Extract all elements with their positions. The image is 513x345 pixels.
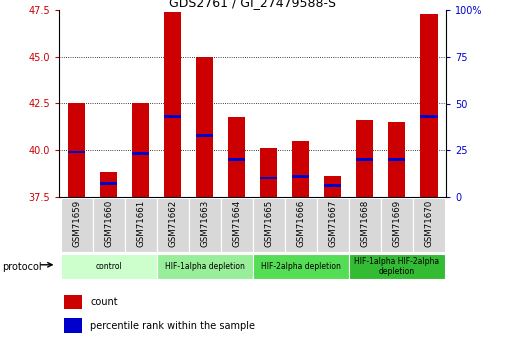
Text: HIF-2alpha depletion: HIF-2alpha depletion [261,262,341,271]
Text: protocol: protocol [3,263,42,272]
Text: GSM71663: GSM71663 [200,200,209,247]
Bar [324,184,342,187]
Text: count: count [90,297,118,307]
Bar [125,198,156,252]
Bar [292,141,309,197]
Bar [196,134,213,137]
Text: GSM71661: GSM71661 [136,200,145,247]
Bar [349,254,445,279]
Bar [156,254,252,279]
Bar [100,172,117,197]
Text: control: control [95,262,122,271]
Bar [349,198,381,252]
Bar [64,318,82,333]
Bar [317,198,349,252]
Bar [228,158,245,161]
Bar [285,198,317,252]
Text: GSM71669: GSM71669 [392,200,401,247]
Bar [356,158,373,161]
Bar [221,198,252,252]
Bar [61,254,156,279]
Bar [61,198,93,252]
Bar [132,104,149,197]
Text: GSM71670: GSM71670 [424,200,433,247]
Bar [260,177,278,179]
Bar [196,57,213,197]
Bar [252,198,285,252]
Bar [356,120,373,197]
Text: GSM71668: GSM71668 [360,200,369,247]
Bar [388,122,405,197]
Bar [68,104,85,197]
Bar [388,158,405,161]
Text: GSM71659: GSM71659 [72,200,81,247]
Title: GDS2761 / GI_27479588-S: GDS2761 / GI_27479588-S [169,0,336,9]
Text: GSM71660: GSM71660 [104,200,113,247]
Bar [228,117,245,197]
Text: HIF-1alpha HIF-2alpha
depletion: HIF-1alpha HIF-2alpha depletion [354,257,439,276]
Bar [252,254,349,279]
Text: GSM71667: GSM71667 [328,200,337,247]
Bar [324,176,342,197]
Bar [164,115,182,118]
Bar [156,198,189,252]
Bar [381,198,412,252]
Bar [260,148,278,197]
Bar [420,115,438,118]
Text: GSM71665: GSM71665 [264,200,273,247]
Text: GSM71662: GSM71662 [168,200,177,247]
Text: HIF-1alpha depletion: HIF-1alpha depletion [165,262,245,271]
Bar [412,198,445,252]
Bar [189,198,221,252]
Bar [164,12,182,197]
Bar [420,14,438,197]
Bar [68,150,85,153]
Bar [100,182,117,185]
Bar [64,295,82,309]
Bar [292,175,309,178]
Text: GSM71664: GSM71664 [232,200,241,247]
Bar [93,198,125,252]
Bar [132,152,149,155]
Text: percentile rank within the sample: percentile rank within the sample [90,321,255,331]
Text: GSM71666: GSM71666 [296,200,305,247]
